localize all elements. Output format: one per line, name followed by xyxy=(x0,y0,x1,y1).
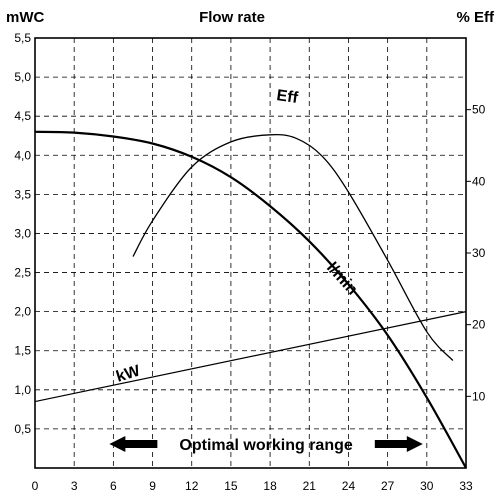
x-tick-label: 30 xyxy=(420,479,434,493)
left-y-tick-label: 5,0 xyxy=(14,70,31,84)
series-line-l-min xyxy=(34,130,467,469)
left-y-tick-label: 5,5 xyxy=(14,31,31,45)
x-tick-label: 18 xyxy=(263,479,277,493)
left-y-tick-label: 0,5 xyxy=(14,422,31,436)
x-tick-label: 12 xyxy=(185,479,199,493)
right-y-tick-label: 20 xyxy=(472,318,486,332)
left-axis-ticks: 0,5 1,0 1,5 2,0 2,5 3,0 3,5 4,0 4,5 5,0 5,5 xyxy=(14,31,31,436)
left-y-tick-label: 4,0 xyxy=(14,148,31,162)
series-line-kw xyxy=(34,311,467,403)
x-tick-label: 15 xyxy=(224,479,238,493)
x-tick-label: 24 xyxy=(342,479,356,493)
x-tick-label: 0 xyxy=(32,479,39,493)
right-y-tick-label: 40 xyxy=(472,174,486,188)
right-axis-ticks: 10 20 30 40 50 xyxy=(466,103,486,403)
right-y-tick-label: 50 xyxy=(472,103,486,117)
right-range-arrow xyxy=(374,436,423,452)
right-y-tick-label: 10 xyxy=(472,389,486,403)
plot-border xyxy=(34,37,467,469)
series-label-eff: Eff xyxy=(275,87,299,107)
left-y-tick-label: 2,5 xyxy=(14,266,31,280)
plot-frame xyxy=(34,37,467,469)
left-axis-unit-label: mWC xyxy=(6,9,44,26)
series-line-eff xyxy=(132,133,454,361)
optimal-range-label: Optimal working range xyxy=(179,437,352,454)
left-y-tick-label: 2,0 xyxy=(14,305,31,319)
chart-title: Flow rate xyxy=(199,9,265,26)
x-tick-label: 3 xyxy=(71,479,78,493)
left-range-arrow xyxy=(109,436,158,452)
x-tick-label: 9 xyxy=(149,479,156,493)
left-y-tick-label: 3,5 xyxy=(14,187,31,201)
x-tick-label: 6 xyxy=(110,479,117,493)
right-y-tick-label: 30 xyxy=(472,246,486,260)
x-axis-ticks: 0 3 6 9 12 15 18 21 24 27 30 33 xyxy=(32,479,473,493)
grid xyxy=(35,38,466,468)
left-y-tick-label: 4,5 xyxy=(14,109,31,123)
x-tick-label: 33 xyxy=(459,479,473,493)
optimal-range-group: Optimal working range xyxy=(109,436,423,454)
x-tick-label: 27 xyxy=(381,479,395,493)
left-y-tick-label: 1,0 xyxy=(14,383,31,397)
right-axis-unit-label: % Eff xyxy=(457,9,496,26)
left-y-tick-label: 1,5 xyxy=(14,344,31,358)
x-tick-label: 21 xyxy=(303,479,317,493)
left-y-tick-label: 3,0 xyxy=(14,226,31,240)
series-label-kw: kW xyxy=(114,362,143,386)
